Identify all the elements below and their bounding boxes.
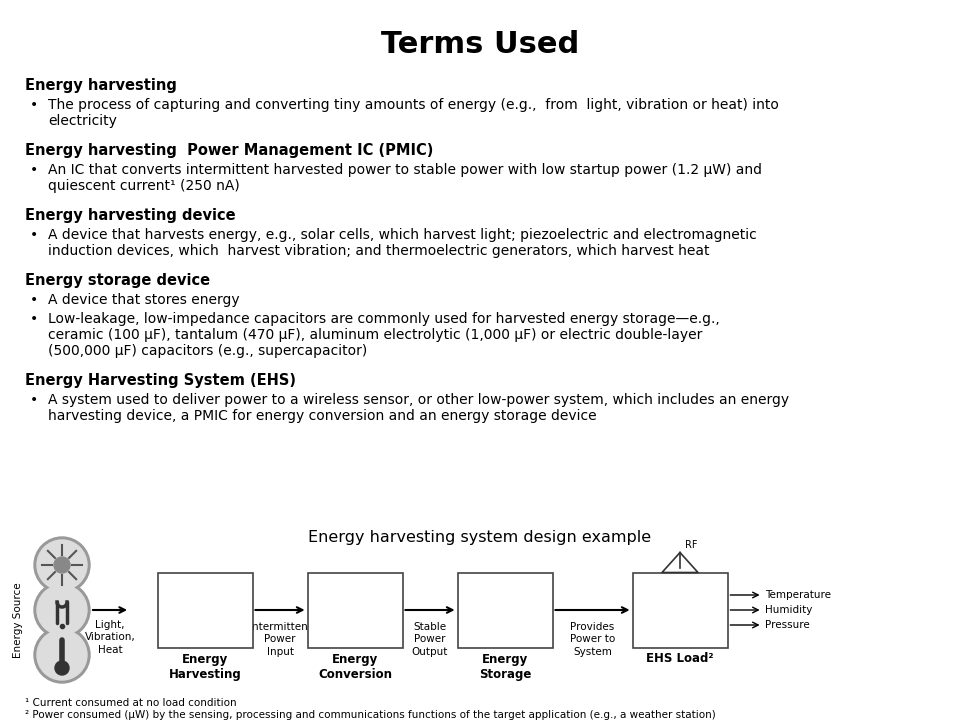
- Circle shape: [34, 627, 90, 683]
- FancyBboxPatch shape: [633, 572, 728, 647]
- Text: ceramic (100 μF), tantalum (470 μF), aluminum electrolytic (1,000 μF) or electri: ceramic (100 μF), tantalum (470 μF), alu…: [48, 328, 703, 342]
- Text: A system used to deliver power to a wireless sensor, or other low-power system, : A system used to deliver power to a wire…: [48, 393, 789, 407]
- Text: Terms Used: Terms Used: [381, 30, 579, 59]
- Text: Energy
Harvesting
Device: Energy Harvesting Device: [175, 588, 235, 622]
- Text: Energy Source: Energy Source: [13, 582, 23, 658]
- Text: Energy
Storage: Energy Storage: [479, 652, 531, 681]
- Text: Low-leakage, low-impedance capacitors are commonly used for harvested energy sto: Low-leakage, low-impedance capacitors ar…: [48, 312, 720, 326]
- Text: Temperature: Temperature: [765, 590, 831, 600]
- Text: Energy harvesting device: Energy harvesting device: [25, 208, 235, 223]
- Circle shape: [34, 537, 90, 593]
- Text: Energy
Harvesting
PMIC: Energy Harvesting PMIC: [324, 588, 385, 622]
- Text: •: •: [30, 393, 38, 407]
- Text: induction devices, which  harvest vibration; and thermoelectric generators, whic: induction devices, which harvest vibrati…: [48, 244, 709, 258]
- Text: •: •: [30, 98, 38, 112]
- Text: ² Power consumed (μW) by the sensing, processing and communications functions of: ² Power consumed (μW) by the sensing, pr…: [25, 710, 716, 720]
- Text: Light,
Vibration,
Heat: Light, Vibration, Heat: [84, 620, 135, 654]
- Text: RF: RF: [685, 539, 698, 549]
- Circle shape: [55, 661, 69, 675]
- Circle shape: [37, 630, 87, 680]
- Circle shape: [37, 540, 87, 590]
- Text: Energy harvesting: Energy harvesting: [25, 78, 177, 93]
- Circle shape: [34, 582, 90, 638]
- Text: An IC that converts intermittent harvested power to stable power with low startu: An IC that converts intermittent harvest…: [48, 163, 762, 177]
- Text: Pressure: Pressure: [765, 620, 810, 630]
- Circle shape: [54, 557, 70, 573]
- FancyBboxPatch shape: [458, 572, 553, 647]
- FancyBboxPatch shape: [157, 572, 252, 647]
- Text: Energy Harvesting System (EHS): Energy Harvesting System (EHS): [25, 373, 296, 388]
- Text: (500,000 μF) capacitors (e.g., supercapacitor): (500,000 μF) capacitors (e.g., supercapa…: [48, 344, 368, 358]
- Text: Energy
Storage
Device: Energy Storage Device: [483, 588, 527, 622]
- Text: Energy harvesting system design example: Energy harvesting system design example: [308, 530, 652, 545]
- Text: Intermittent
Power
Input: Intermittent Power Input: [249, 622, 311, 657]
- Text: •: •: [30, 163, 38, 177]
- Text: •: •: [30, 228, 38, 242]
- Text: quiescent current¹ (250 nA): quiescent current¹ (250 nA): [48, 179, 240, 193]
- Text: Provides
Power to
System: Provides Power to System: [570, 622, 615, 657]
- FancyBboxPatch shape: [307, 572, 402, 647]
- Text: Energy storage device: Energy storage device: [25, 273, 210, 288]
- Text: A device that stores energy: A device that stores energy: [48, 293, 240, 307]
- Text: •: •: [30, 293, 38, 307]
- Text: EHS Load²: EHS Load²: [646, 652, 713, 665]
- Text: Energy
Harvesting: Energy Harvesting: [169, 652, 241, 681]
- Text: harvesting device, a PMIC for energy conversion and an energy storage device: harvesting device, a PMIC for energy con…: [48, 409, 596, 423]
- Text: Stable
Power
Output: Stable Power Output: [412, 622, 448, 657]
- Circle shape: [37, 585, 87, 635]
- Text: •: •: [30, 312, 38, 326]
- Text: Energy harvesting  Power Management IC (PMIC): Energy harvesting Power Management IC (P…: [25, 143, 433, 158]
- Text: Energy
Conversion: Energy Conversion: [318, 652, 392, 681]
- Text: electricity: electricity: [48, 114, 117, 128]
- Text: A device that harvests energy, e.g., solar cells, which harvest light; piezoelec: A device that harvests energy, e.g., sol…: [48, 228, 756, 242]
- Text: The process of capturing and converting tiny amounts of energy (e.g.,  from  lig: The process of capturing and converting …: [48, 98, 779, 112]
- Text: ¹ Current consumed at no load condition: ¹ Current consumed at no load condition: [25, 698, 236, 708]
- Text: Weather
Station
Example: Weather Station Example: [656, 588, 705, 622]
- Text: Humidity: Humidity: [765, 605, 813, 615]
